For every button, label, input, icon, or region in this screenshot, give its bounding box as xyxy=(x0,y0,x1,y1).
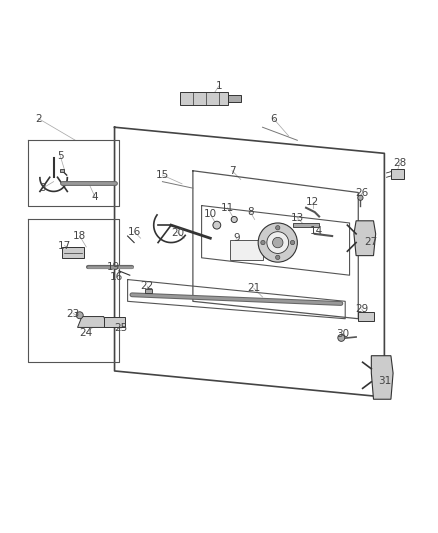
Polygon shape xyxy=(228,95,241,102)
Text: 21: 21 xyxy=(247,283,261,293)
Text: 24: 24 xyxy=(80,328,93,337)
Polygon shape xyxy=(60,168,64,172)
Text: 29: 29 xyxy=(355,304,368,314)
Polygon shape xyxy=(354,221,376,256)
Text: 30: 30 xyxy=(336,329,350,339)
Polygon shape xyxy=(62,247,84,258)
Polygon shape xyxy=(180,92,228,106)
Text: 7: 7 xyxy=(229,166,235,176)
Polygon shape xyxy=(230,240,262,260)
Text: 4: 4 xyxy=(92,192,98,202)
Circle shape xyxy=(358,195,363,200)
Polygon shape xyxy=(78,317,108,327)
Text: 12: 12 xyxy=(306,197,319,207)
Text: 16: 16 xyxy=(110,272,124,282)
Circle shape xyxy=(272,237,283,248)
Text: 14: 14 xyxy=(310,226,324,236)
Text: 13: 13 xyxy=(291,213,304,223)
Circle shape xyxy=(261,240,265,245)
Text: 1: 1 xyxy=(215,81,223,91)
Text: 9: 9 xyxy=(233,233,240,243)
Text: 5: 5 xyxy=(57,150,64,160)
Text: 20: 20 xyxy=(171,228,184,238)
Polygon shape xyxy=(371,356,393,399)
Circle shape xyxy=(290,240,295,245)
Text: 23: 23 xyxy=(67,309,80,319)
Polygon shape xyxy=(104,317,125,327)
Polygon shape xyxy=(358,312,374,321)
Text: 8: 8 xyxy=(247,207,254,217)
Text: 16: 16 xyxy=(127,227,141,237)
Text: 31: 31 xyxy=(378,376,391,385)
Text: 27: 27 xyxy=(365,237,378,247)
Circle shape xyxy=(258,223,297,262)
Circle shape xyxy=(338,334,345,341)
Text: 25: 25 xyxy=(114,324,128,333)
Text: 15: 15 xyxy=(156,170,169,180)
Circle shape xyxy=(213,221,221,229)
Text: 19: 19 xyxy=(107,262,120,272)
Text: 3: 3 xyxy=(39,183,46,193)
Polygon shape xyxy=(293,223,319,228)
Circle shape xyxy=(276,255,280,260)
Circle shape xyxy=(276,225,280,230)
Polygon shape xyxy=(145,289,152,293)
Circle shape xyxy=(76,312,83,319)
Text: 18: 18 xyxy=(73,231,86,241)
Text: 17: 17 xyxy=(58,240,71,251)
Text: 28: 28 xyxy=(393,158,406,168)
Polygon shape xyxy=(391,168,404,180)
Circle shape xyxy=(231,216,237,223)
Text: 10: 10 xyxy=(204,209,217,219)
Text: 2: 2 xyxy=(35,114,42,124)
Text: 26: 26 xyxy=(355,188,368,198)
Text: 22: 22 xyxy=(141,281,154,291)
Text: 11: 11 xyxy=(221,203,234,213)
Text: 6: 6 xyxy=(270,114,277,124)
Circle shape xyxy=(267,232,289,254)
